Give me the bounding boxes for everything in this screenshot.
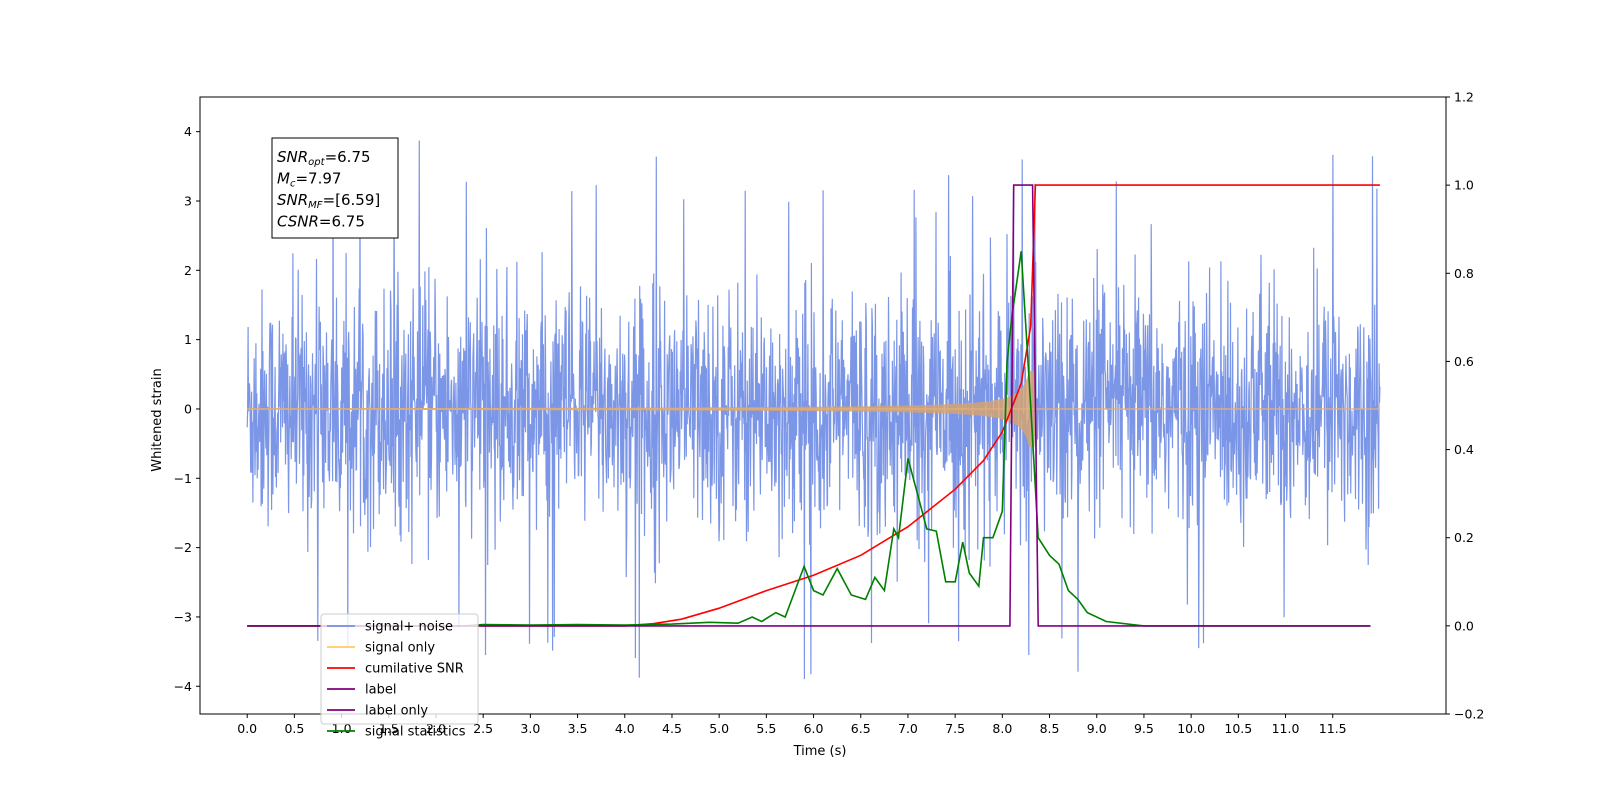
x-tick-label: 2.0 [426, 721, 446, 736]
x-tick-label: 7.5 [945, 721, 965, 736]
legend-label: label only [365, 704, 428, 719]
x-tick-label: 3.0 [520, 721, 540, 736]
x-tick-label: 9.0 [1087, 721, 1107, 736]
y-tick-label: −2 [174, 540, 192, 555]
y2-tick-label: −0.2 [1454, 707, 1484, 722]
x-tick-label: 3.5 [568, 721, 588, 736]
x-tick-label: 10.0 [1177, 721, 1205, 736]
x-tick-label: 5.0 [709, 721, 729, 736]
annotation-csnr: CSNR=6.75 [277, 213, 365, 231]
legend-item-signal-only: signal only [327, 641, 435, 656]
y2-tick-label: 0.0 [1454, 618, 1474, 633]
x-axis-label: Time (s) [793, 744, 847, 759]
legend-label: label [365, 683, 396, 698]
legend-label: signal+ noise [365, 620, 453, 635]
x-tick-label: 10.5 [1224, 721, 1252, 736]
legend-item-cumulative-snr: cumilative SNR [327, 662, 464, 677]
series-label [247, 184, 1371, 627]
x-tick-label: 0.0 [237, 721, 257, 736]
y2-tick-label: 0.2 [1454, 530, 1474, 545]
annotation-snr-opt: SNRopt=6.75 [277, 148, 371, 168]
x-tick-label: 5.5 [756, 721, 776, 736]
y2-tick-label: 0.4 [1454, 442, 1474, 457]
x-tick-label: 7.0 [898, 721, 918, 736]
y-tick-label: 0 [184, 401, 192, 416]
annotation-frame [271, 137, 399, 239]
y-tick-label: 2 [184, 263, 192, 278]
x-tick-label: 1.0 [332, 721, 352, 736]
x-tick-label: 4.5 [662, 721, 682, 736]
y2-tick-label: 0.8 [1454, 266, 1474, 281]
y-tick-label: −4 [174, 679, 192, 694]
x-tick-label: 8.0 [992, 721, 1012, 736]
series-cumulative-snr [247, 184, 1380, 627]
legend-item-signal-noise: signal+ noise [327, 620, 453, 635]
plot-frame [199, 96, 1447, 715]
x-tick-label: 0.5 [284, 721, 304, 736]
x-tick-label: 11.0 [1272, 721, 1300, 736]
legend-frame [320, 613, 479, 725]
x-tick-label: 11.5 [1319, 721, 1347, 736]
y-tick-label: −3 [174, 609, 192, 624]
x-tick-label: 2.5 [473, 721, 493, 736]
x-tick-label: 9.5 [1134, 721, 1154, 736]
y-tick-label: −1 [174, 471, 192, 486]
series-signal-noise [246, 140, 1381, 680]
legend-label: signal statistics [365, 725, 466, 740]
legend-item-signal-statistics: signal statistics [327, 725, 466, 740]
x-tick-label: 6.0 [804, 721, 824, 736]
x-tick-label: 4.0 [615, 721, 635, 736]
legend: signal+ noise signal only cumilative SNR la… [320, 613, 479, 740]
y-tick-label: 4 [184, 124, 192, 139]
x-tick-label: 8.5 [1040, 721, 1060, 736]
legend-label: signal only [365, 641, 435, 656]
x-tick-label: 1.5 [379, 721, 399, 736]
legend-label: cumilative SNR [365, 662, 464, 677]
y2-tick-label: 1.2 [1454, 90, 1474, 105]
plot-area [246, 140, 1381, 680]
axes: 0.0 0.5 1.0 1.5 2.0 2.5 3.0 3.5 4.0 4.5 5.0 5.5 6.0 6… [174, 90, 1485, 737]
y-tick-label: 3 [184, 193, 192, 208]
y-tick-label: 1 [184, 332, 192, 347]
legend-item-label-only: label only [327, 704, 428, 719]
x-tick-label: 6.5 [851, 721, 871, 736]
y-axis-label: Whitened strain [150, 368, 165, 471]
y2-tick-label: 1.0 [1454, 178, 1474, 193]
y2-tick-label: 0.6 [1454, 354, 1474, 369]
annotation-mc: Mc=7.97 [277, 170, 341, 190]
annotation-snr-mf: SNRMF=[6.59] [277, 191, 380, 211]
legend-item-label: label [327, 683, 396, 698]
